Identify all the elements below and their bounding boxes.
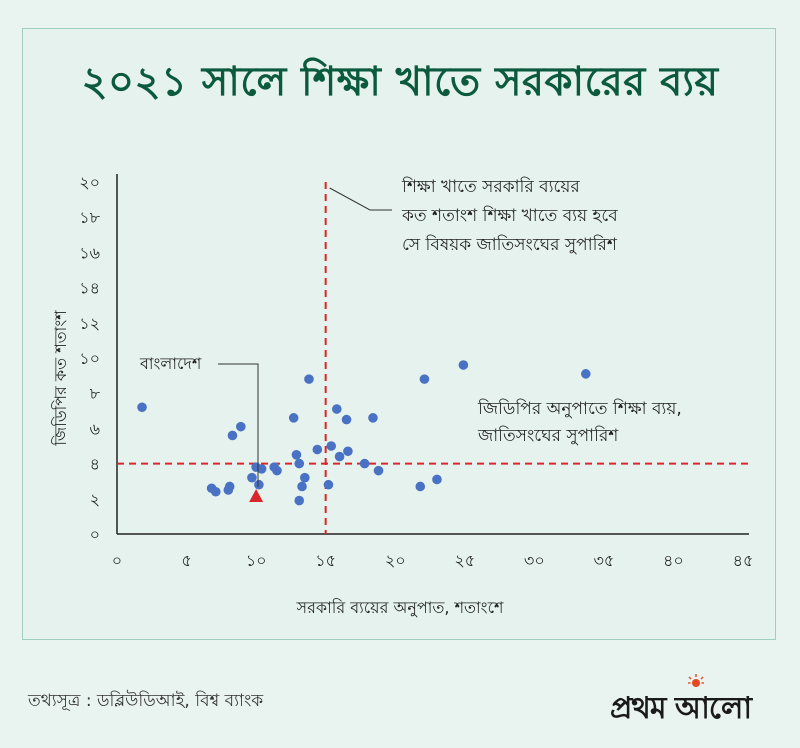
chart-title: ২০২১ সালে শিক্ষা খাতে সরকারের ব্যয় — [81, 59, 719, 105]
y-tick-label: ১৬ — [79, 243, 100, 262]
x-tick-label: ৩০ — [524, 551, 545, 570]
x-tick-label: ৫ — [181, 551, 191, 570]
x-tick-label: ৪০ — [663, 551, 684, 570]
data-point — [236, 421, 246, 432]
y-tick-label: ১০ — [79, 349, 100, 368]
data-point — [304, 374, 314, 384]
data-point — [247, 472, 257, 483]
data-point — [288, 413, 299, 423]
vertical-ref-leader-line — [329, 187, 392, 211]
data-point — [294, 458, 305, 469]
horizontal-ref-annotation: জাতিসংঘের সুপারিশ — [477, 425, 619, 446]
y-tick-label: ১৪ — [79, 279, 100, 298]
data-point — [415, 481, 426, 492]
data-point — [331, 404, 342, 414]
data-point — [343, 446, 353, 457]
data-point — [224, 481, 235, 492]
data-point — [581, 369, 591, 379]
bangladesh-label: বাংলাদেশ — [139, 354, 202, 373]
x-tick-label: ১৫ — [315, 551, 336, 570]
data-point — [272, 465, 282, 476]
y-tick-label: ১৮ — [79, 208, 100, 227]
y-tick-label: ১২ — [79, 314, 100, 333]
data-point — [368, 413, 378, 423]
data-point — [432, 474, 442, 485]
y-tick-label: ০ — [90, 525, 100, 544]
x-tick-label: ২০ — [385, 551, 406, 570]
x-tick-label: ০ — [112, 551, 122, 570]
vertical-ref-annotation: সে বিষয়ক জাতিসংঘের সুপারিশ — [402, 234, 618, 255]
sun-icon — [688, 674, 704, 687]
source-note: তথ্যসূত্র : ডব্লিউডিআই, বিশ্ব ব্যাংক — [28, 691, 264, 711]
data-point — [137, 402, 147, 413]
x-tick-label: ২৫ — [454, 551, 475, 570]
data-point — [419, 374, 430, 384]
data-point — [312, 444, 323, 455]
data-point — [323, 479, 334, 490]
chart-panel — [22, 28, 776, 640]
scatter-chart: ০ ২ ৪ ৬ ৮ ১০ ১২ ১৪ ১৬ ১৮ ২০ ০ ৫ ১০ ১৫ ২০ ২৫ ৩০ ৩৫ ৪০ ৪৫ সরকার… — [51, 173, 754, 617]
logo-text: প্রথম আলো — [610, 691, 752, 726]
data-point — [300, 472, 310, 483]
bangladesh-leader-line — [218, 363, 259, 488]
data-point — [334, 451, 345, 462]
bangladesh-marker — [249, 489, 264, 503]
data-point — [359, 458, 370, 469]
data-point — [256, 464, 267, 474]
data-point — [297, 481, 307, 492]
vertical-ref-annotation: শিক্ষা খাতে সরকারি ব্যয়ের — [401, 176, 580, 197]
prothom-alo-logo: প্রথম আলো — [610, 674, 770, 726]
data-point — [210, 486, 221, 497]
y-tick-label: ৮ — [90, 384, 101, 403]
data-point — [373, 465, 384, 476]
y-tick-label: ২ — [90, 490, 100, 509]
x-tick-label: ৪৫ — [733, 551, 754, 570]
data-point — [294, 495, 305, 506]
data-point — [227, 430, 238, 441]
horizontal-ref-annotation: জিডিপির অনুপাতে শিক্ষা ব্যয়, — [477, 398, 682, 419]
vertical-ref-annotation: কত শতাংশ শিক্ষা খাতে ব্যয় হবে — [401, 205, 618, 226]
y-tick-label: ৬ — [90, 419, 100, 438]
y-tick-label: ২০ — [79, 173, 100, 192]
y-tick-label: ৪ — [90, 455, 100, 474]
x-axis-title: সরকারি ব্যয়ের অনুপাত, শতাংশে — [296, 598, 504, 617]
data-point — [341, 414, 352, 425]
x-tick-label: ১০ — [246, 551, 267, 570]
x-tick-label: ৩৫ — [593, 551, 614, 570]
data-point — [254, 479, 264, 490]
data-point — [291, 450, 302, 460]
data-point — [458, 360, 469, 370]
data-point — [326, 441, 337, 451]
y-axis-title: জিডিপির কত শতাংশ — [51, 310, 70, 447]
